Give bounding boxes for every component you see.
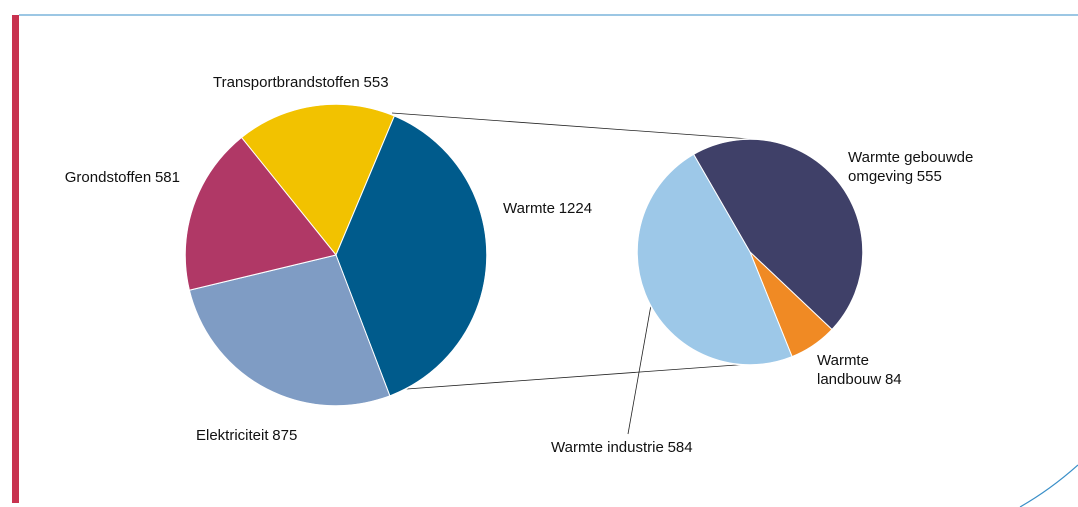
category-label: Warmte landbouw: [817, 352, 882, 388]
category-label: Elektriciteit: [196, 427, 269, 444]
corner-curve: [1019, 464, 1078, 507]
slice-label: Warmte industrie 584: [551, 438, 771, 457]
value-label: 555: [916, 168, 942, 185]
category-label: Warmte: [503, 200, 555, 217]
slice-label: Warmte 1224: [503, 199, 592, 218]
slice-label: Elektriciteit 875: [196, 426, 396, 445]
value-label: 553: [363, 74, 389, 91]
slice-label: Warmte landbouw 84: [817, 351, 927, 389]
value-label: 581: [154, 169, 180, 186]
category-label: Transportbrandstoffen: [213, 74, 360, 91]
slice-label: Warmte gebouwde omgeving 555: [848, 148, 998, 186]
category-label: Grondstoffen: [64, 169, 152, 186]
value-label: 875: [272, 427, 298, 444]
value-label: 84: [884, 371, 902, 388]
value-label: 1224: [558, 200, 593, 217]
slice-label: Grondstoffen 581: [60, 168, 180, 187]
pie-outline: [184, 103, 488, 407]
category-label: Warmte gebouwde omgeving: [848, 149, 974, 185]
pie-outline: [636, 138, 864, 366]
value-label: 584: [667, 439, 693, 456]
connector: [391, 112, 751, 140]
connector: [392, 363, 751, 391]
leader-line: [627, 304, 652, 435]
slice-label: Transportbrandstoffen 553: [213, 73, 473, 92]
side-bar: [12, 15, 19, 503]
category-label: Warmte industrie: [551, 439, 664, 456]
